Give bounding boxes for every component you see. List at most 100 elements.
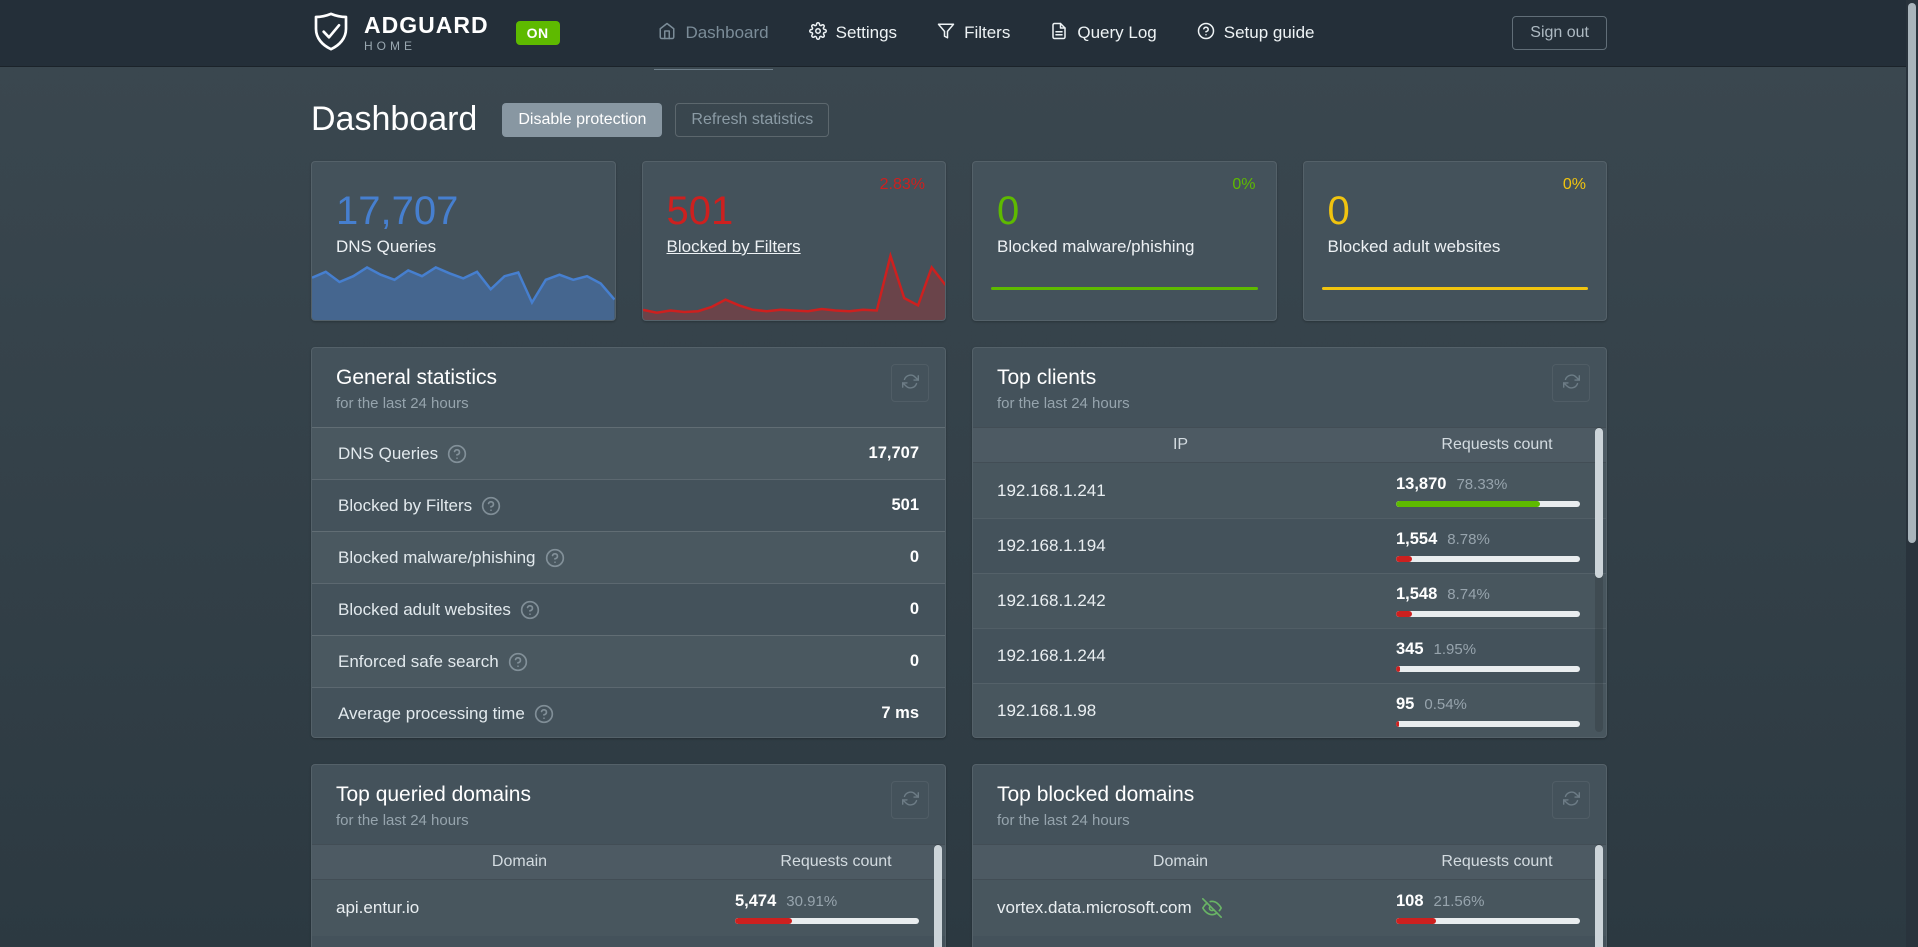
table-row: 192.168.1.98 95 0.54%: [973, 683, 1606, 737]
row-name: api.entur.io: [336, 898, 420, 917]
shield-logo-icon: [311, 11, 351, 55]
stat-label-link[interactable]: Blocked by Filters: [666, 237, 801, 256]
protection-status-badge: ON: [515, 21, 560, 45]
stat-percent: 0%: [1562, 176, 1586, 193]
row-count-cell: 13,870 78.33%: [1388, 475, 1606, 507]
panel-scrollbar[interactable]: [934, 844, 942, 947]
stat-value: 0: [997, 189, 1020, 233]
filter-icon: [937, 22, 955, 45]
stat-card-dns-queries: 17,707 DNS Queries: [311, 161, 616, 321]
stat-row-value: 17,707: [868, 444, 919, 462]
requests-count: 95: [1396, 695, 1415, 713]
table-header: IP Requests count: [973, 427, 1606, 463]
progress-bar-fill: [735, 918, 792, 924]
refresh-icon-button[interactable]: [891, 781, 929, 819]
disable-protection-button[interactable]: Disable protection: [502, 102, 663, 137]
table-row: vortex.data.microsoft.com 108 21.56%: [973, 880, 1606, 936]
count-line: 345 1.95%: [1396, 640, 1580, 659]
top-blocked-domains-panel: Top blocked domains for the last 24 hour…: [972, 764, 1607, 947]
sign-out-button[interactable]: Sign out: [1512, 16, 1607, 50]
panels-row-2: Top queried domains for the last 24 hour…: [311, 764, 1607, 947]
home-icon: [658, 22, 676, 45]
scrollbar-thumb[interactable]: [1595, 428, 1603, 578]
refresh-icon-button[interactable]: [1552, 364, 1590, 402]
row-name: 192.168.1.241: [997, 480, 1106, 500]
page-title: Dashboard: [311, 100, 478, 138]
nav-item-settings[interactable]: Settings: [808, 0, 897, 67]
refresh-icon: [901, 373, 919, 393]
table-row: DNS Queries 17,707: [312, 427, 945, 479]
help-circle-icon[interactable]: [481, 496, 501, 516]
panel-scrollbar[interactable]: [1595, 427, 1603, 732]
brand-name: ADGUARD: [364, 12, 489, 38]
stat-row-value: 0: [909, 600, 919, 618]
help-circle-icon[interactable]: [508, 652, 528, 672]
refresh-icon: [901, 790, 919, 810]
progress-bar-fill: [1396, 918, 1436, 924]
count-line: 108 21.56%: [1396, 892, 1580, 911]
column-header-requests-count: Requests count: [1441, 436, 1553, 453]
count-line: 1,554 8.78%: [1396, 530, 1580, 549]
help-circle-icon[interactable]: [447, 444, 467, 464]
requests-percent: 78.33%: [1456, 475, 1508, 493]
count-line: 5,474 30.91%: [735, 892, 919, 911]
row-name: 192.168.1.194: [997, 536, 1106, 555]
nav-item-filters[interactable]: Filters: [937, 0, 1010, 67]
column-header-domain: Domain: [491, 853, 548, 870]
scrollbar-thumb[interactable]: [1595, 845, 1603, 947]
help-circle-icon[interactable]: [545, 548, 565, 568]
refresh-statistics-button[interactable]: Refresh statistics: [675, 102, 830, 137]
stat-row-value: 501: [891, 496, 919, 514]
top-queried-domains-panel: Top queried domains for the last 24 hour…: [311, 764, 946, 947]
nav-item-setup-guide[interactable]: Setup guide: [1197, 0, 1314, 67]
stat-label: Blocked adult websites: [1327, 237, 1501, 256]
nav-label: Dashboard: [685, 23, 769, 42]
panel-scrollbar[interactable]: [1595, 844, 1603, 947]
column-header-requests-count: Requests count: [1441, 853, 1553, 870]
progress-bar: [1396, 918, 1580, 924]
refresh-icon: [1562, 790, 1580, 810]
stat-card-blocked-malware-phishing: 0% 0 Blocked malware/phishing: [972, 161, 1277, 321]
row-name: vortex.data.microsoft.com: [973, 898, 1388, 918]
requests-count: 13,870: [1396, 474, 1447, 493]
refresh-icon-button[interactable]: [1552, 781, 1590, 819]
table-row: Blocked adult websites 0: [312, 583, 945, 635]
count-line: 13,870 78.33%: [1396, 475, 1580, 494]
progress-bar-fill: [1396, 611, 1413, 617]
nav-item-query-log[interactable]: Query Log: [1050, 0, 1157, 67]
nav-label: Filters: [964, 23, 1011, 42]
scrollbar-thumb[interactable]: [934, 845, 942, 947]
help-circle-icon[interactable]: [520, 600, 540, 620]
row-name: 192.168.1.242: [997, 591, 1106, 610]
row-name: 192.168.1.98: [997, 701, 1097, 720]
top-clients-panel: Top clients for the last 24 hours IP Req…: [972, 347, 1607, 738]
nav-label: Query Log: [1077, 23, 1157, 42]
scrollbar-thumb[interactable]: [1908, 3, 1916, 543]
stat-value: 501: [666, 189, 734, 233]
table-row: 192.168.1.244 345 1.95%: [973, 628, 1606, 683]
table-row: 192.168.1.241 13,870 78.33%: [973, 463, 1606, 518]
refresh-icon-button[interactable]: [891, 364, 929, 402]
stat-label: DNS Queries: [336, 237, 437, 256]
stat-value: 17,707: [336, 189, 459, 233]
progress-bar: [1396, 500, 1580, 507]
nav-item-dashboard[interactable]: Dashboard: [654, 0, 773, 70]
eye-off-icon: [1201, 898, 1222, 918]
panel-title: Top clients: [997, 366, 1097, 389]
stat-row-label: Blocked malware/phishing: [338, 547, 536, 567]
stat-row-label: Blocked adult websites: [338, 599, 511, 619]
requests-percent: 30.91%: [786, 893, 838, 910]
gear-icon: [808, 21, 827, 45]
requests-count: 1,554: [1396, 530, 1438, 548]
help-circle-icon[interactable]: [534, 704, 554, 724]
page-scrollbar[interactable]: [1906, 0, 1918, 947]
stat-row-value: 7 ms: [881, 704, 919, 722]
requests-percent: 1.95%: [1433, 641, 1477, 658]
sparkline-chart: [642, 251, 945, 320]
general-statistics-panel: General statistics for the last 24 hours…: [311, 347, 946, 738]
row-name: 192.168.1.244: [997, 646, 1106, 665]
column-header-ip: IP: [1172, 436, 1189, 453]
requests-count: 108: [1396, 892, 1424, 910]
general-statistics-rows: DNS Queries 17,707 Blocked by Filters 501 Bl…: [312, 427, 945, 737]
table-row: 192.168.1.242 1,548 8.74%: [973, 573, 1606, 628]
